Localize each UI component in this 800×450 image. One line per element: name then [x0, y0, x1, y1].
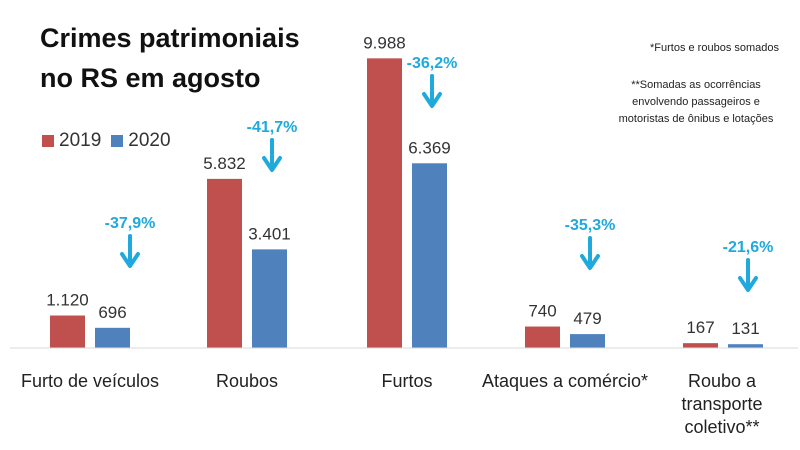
change-label-4: -21,6% — [723, 239, 774, 256]
bar-2019-4 — [683, 343, 718, 348]
bar-2020-2 — [412, 163, 447, 348]
down-arrow-icon-1 — [262, 156, 282, 172]
chart-title-line2: no RS em agosto — [40, 63, 261, 93]
value-label-2019-2: 9.988 — [363, 33, 406, 52]
down-arrow-icon-4 — [738, 276, 758, 292]
change-label-2: -36,2% — [407, 55, 458, 72]
legend-label-2020: 2020 — [128, 130, 171, 151]
bar-2019-0 — [50, 315, 85, 348]
down-arrow-icon-2 — [422, 92, 442, 108]
legend-swatch-2019 — [42, 135, 54, 147]
bar-2020-1 — [252, 249, 287, 348]
category-label-0: Furto de veículos — [20, 371, 160, 391]
footnote-transporte: **Somadas as ocorrências envolvendo pass… — [618, 79, 774, 125]
chart-title-line1: Crimes patrimoniais — [40, 23, 300, 53]
value-label-2020-1: 3.401 — [248, 224, 291, 243]
legend-item-2019: 2019 — [42, 130, 101, 152]
down-arrow-icon-0 — [120, 252, 140, 268]
change-label-0: -37,9% — [105, 215, 156, 232]
category-label-2: Furtos — [381, 371, 433, 391]
legend-item-2020: 2020 — [111, 130, 171, 152]
down-arrow-icon-3 — [580, 254, 600, 270]
legend-swatch-2020 — [111, 135, 124, 147]
legend: 2019 2020 — [42, 130, 181, 152]
bar-2019-2 — [367, 58, 402, 349]
category-label-3: Ataques a comércio* — [481, 371, 649, 391]
change-label-1: -41,7% — [247, 119, 298, 136]
category-label-1: Roubos — [215, 371, 279, 391]
category-label-4: Roubo a transporte coletivo** — [681, 371, 763, 437]
bar-2020-3 — [570, 334, 605, 348]
value-label-2019-3: 740 — [528, 302, 556, 321]
value-label-2020-0: 696 — [98, 303, 126, 322]
value-label-2019-0: 1.120 — [46, 291, 89, 310]
chart-title: Crimes patrimoniais no RS em agosto — [40, 18, 300, 98]
value-label-2020-3: 479 — [573, 309, 601, 328]
bar-2020-4 — [728, 344, 763, 348]
value-label-2020-4: 131 — [731, 319, 759, 338]
value-label-2019-4: 167 — [686, 318, 714, 337]
bar-2019-1 — [207, 178, 242, 348]
bar-2020-0 — [95, 327, 130, 348]
value-label-2019-1: 5.832 — [203, 154, 246, 173]
change-label-3: -35,3% — [565, 217, 616, 234]
legend-label-2019: 2019 — [59, 130, 102, 151]
value-label-2020-2: 6.369 — [408, 138, 451, 157]
footnote-furtos-roubos: *Furtos e roubos somados — [650, 42, 780, 54]
bar-2019-3 — [525, 326, 560, 348]
